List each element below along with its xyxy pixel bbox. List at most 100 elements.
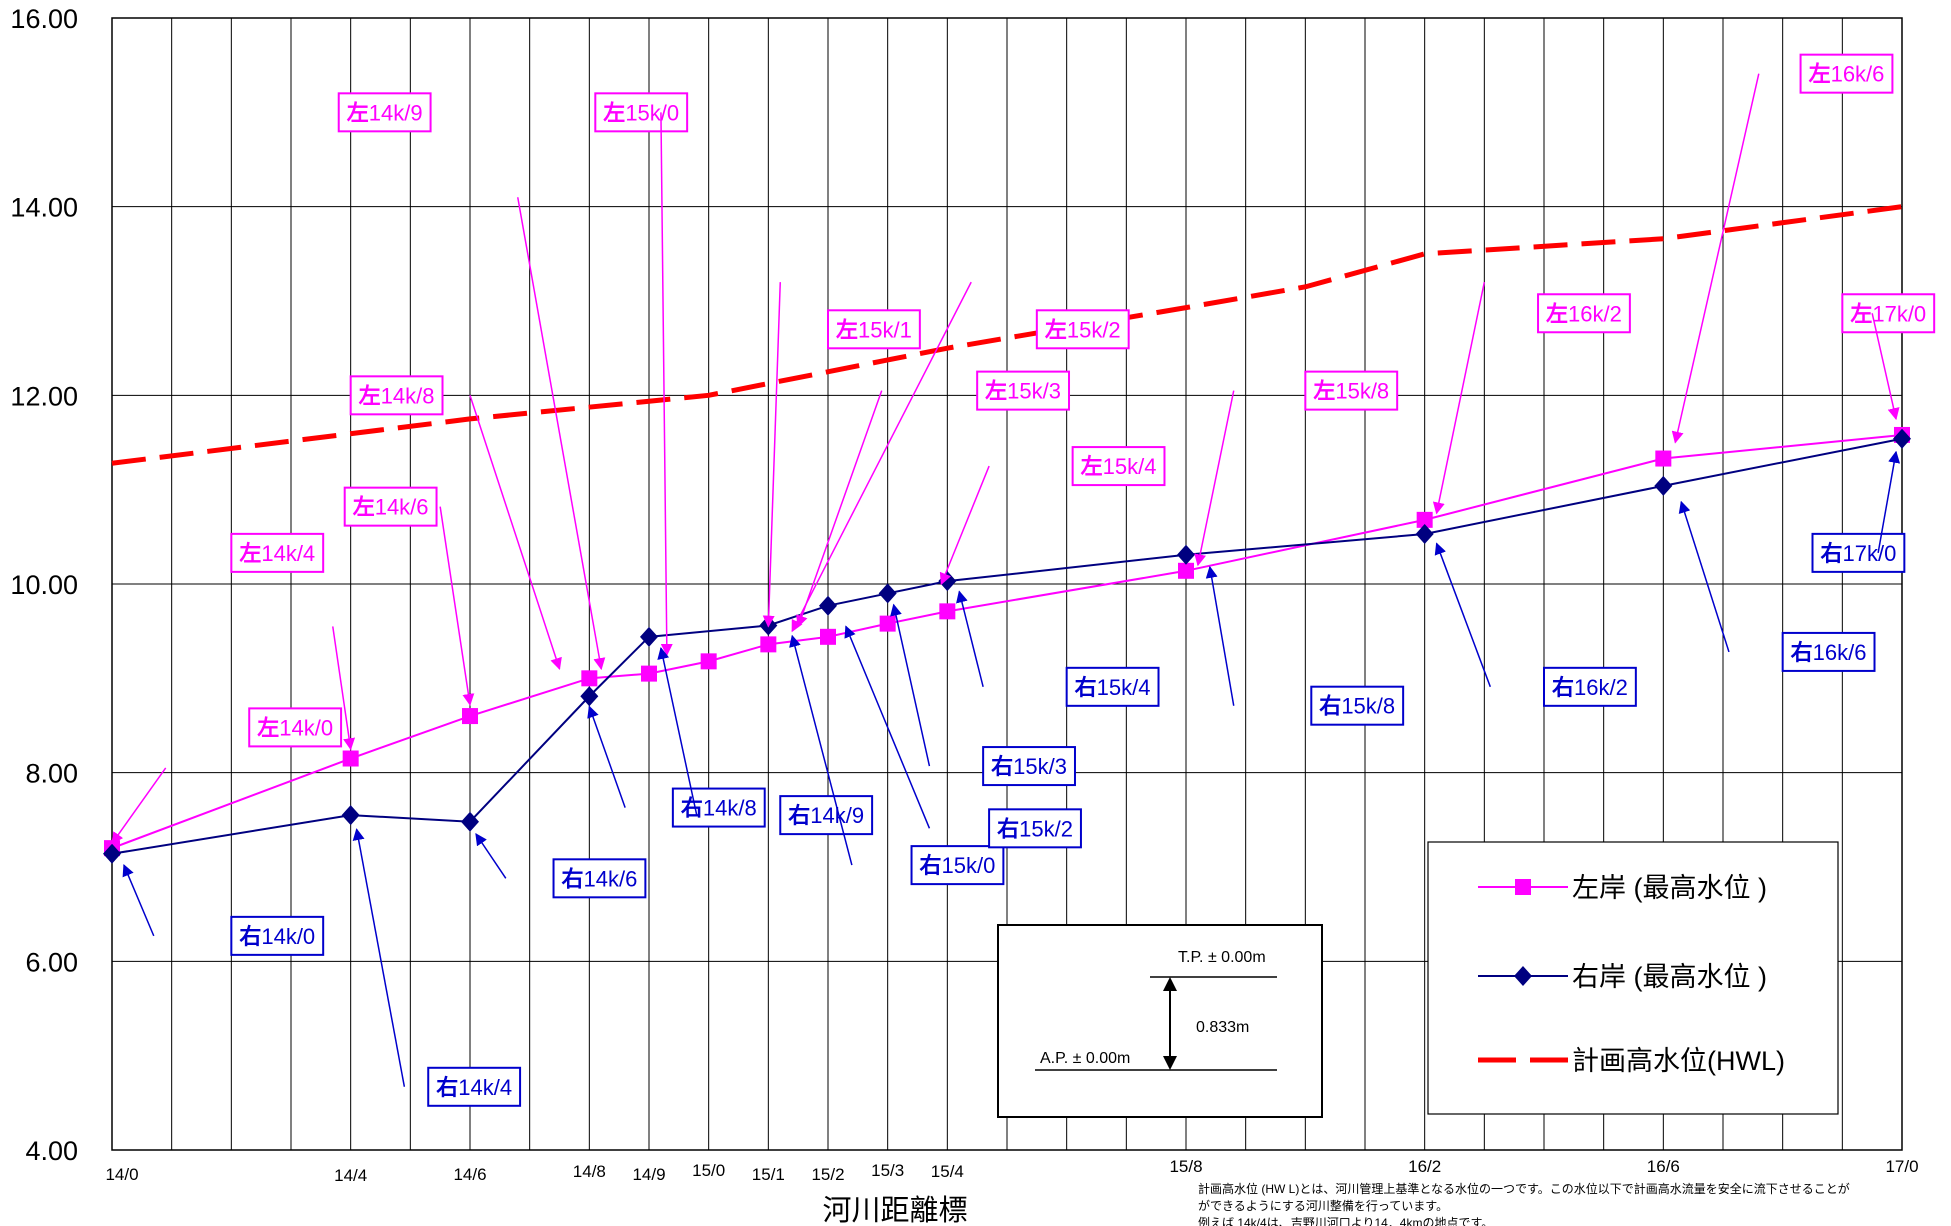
callout-station: 15k/8 [1335,379,1389,404]
callout-bank-prefix: 右 [1552,675,1574,700]
data-point-right [819,595,837,616]
callout-station: 14k/4 [261,541,315,566]
x-tick-label: 17/0 [1885,1157,1918,1176]
callout-arrow [516,197,606,671]
callout-arrow [1432,281,1486,515]
callout-box [1537,293,1631,334]
x-tick-label: 14/6 [453,1165,486,1184]
callout-arrow [762,282,782,628]
callout-label: 右15k/0 [920,853,996,878]
callout-arrow [789,634,853,866]
callout-station: 14k/6 [375,495,429,520]
data-point-right [580,686,599,707]
callout-arrow [122,864,155,937]
callout-station: 16k/2 [1574,675,1628,700]
callout-label: 左15k/4 [1081,454,1157,479]
callout-arrow [1434,542,1492,688]
callout-bank-prefix: 右 [1319,694,1341,719]
callout-box [1841,293,1936,334]
callout-station: 15k/8 [1341,694,1395,719]
x-tick-label: 15/8 [1169,1157,1202,1176]
callout-label: 右15k/8 [1319,694,1395,719]
data-point-left [641,665,657,682]
y-tick-label: 16.00 [10,4,78,34]
callout-bank-prefix: 右 [562,866,584,891]
x-tick-label: 14/9 [632,1165,665,1184]
x-tick-label: 15/4 [931,1162,964,1181]
callout-label: 右15k/3 [991,754,1067,779]
callout-arrow [939,465,990,586]
callout-label: 右14k/8 [681,796,757,821]
callout-arrow [657,646,698,816]
callout-arrow [332,626,356,751]
callout-label: 左14k/8 [359,383,435,408]
callout-box [910,845,1005,886]
callout-arrow [111,767,167,845]
callout-box [779,795,874,836]
callout-bank-prefix: 左 [836,317,858,342]
footnote-line: 例えば 14k/4は、吉野川河口より14．4kmの地点です。 [1198,1216,1493,1226]
data-point-right [640,626,658,647]
callout-arrow [469,395,562,671]
callout-bank-prefix: 左 [257,715,279,740]
data-point-left [581,670,598,687]
callout-box [1035,309,1130,350]
callout-box [1811,532,1906,573]
data-point-left [939,603,956,620]
data-point-right [1893,428,1911,449]
callout-box [1310,685,1405,726]
callout-bank-prefix: 左 [1045,317,1067,342]
data-point-left [1416,511,1433,528]
data-point-left [700,653,717,670]
callout-label: 右14k/6 [562,866,638,891]
callout-station: 16k/2 [1568,301,1622,326]
callout-bank-prefix: 右 [1075,675,1097,700]
legend: 左岸 (最高水位 ) 右岸 (最高水位 ) 計画高水位(HWL) [1427,841,1839,1115]
callout-bank-prefix: 左 [353,495,375,520]
legend-swatch-marker [1515,879,1531,895]
callout-station: 17k/0 [1872,301,1926,326]
callout-station: 15k/0 [625,100,679,125]
callout-arrow [1194,390,1235,567]
x-axis-title: 河川距離標 [822,1194,967,1226]
callout-label: 左16k/6 [1809,62,1885,87]
data-point-left [1178,562,1194,579]
callout-box [1781,631,1876,672]
y-tick-label: 14.00 [10,193,78,223]
x-tick-label: 16/2 [1408,1157,1441,1176]
callout-bank-prefix: 右 [1821,541,1843,566]
callout-bank-prefix: 右 [681,796,703,821]
callout-box [1799,53,1894,94]
data-point-right [103,843,121,864]
datum-arrow-down [1163,1056,1177,1070]
callout-station: 15k/3 [1013,754,1067,779]
x-tick-label: 15/2 [811,1165,844,1184]
x-tick-label: 15/3 [871,1161,904,1180]
callout-bank-prefix: 左 [347,100,369,125]
callout-bank-prefix: 左 [1809,62,1831,87]
callout-station: 15k/2 [1019,816,1073,841]
callout-box [982,746,1076,787]
callout-label: 右14k/0 [239,924,315,949]
callout-label: 左15k/2 [1045,317,1121,342]
data-point-right [341,805,360,826]
callout-station: 14k/6 [584,866,638,891]
callout-arrow [587,705,626,808]
callout-station: 17k/0 [1843,541,1897,566]
callout-label: 右16k/2 [1552,675,1628,700]
x-tick-label: 14/0 [105,1165,138,1184]
legend-label: 右岸 (最高水位 ) [1572,962,1767,992]
data-point-left [1655,450,1672,467]
data-point-right [1177,544,1195,565]
callout-label: 右16k/6 [1791,640,1867,665]
callout-station: 15k/2 [1067,317,1121,342]
callout-box [230,915,325,956]
callout-arrow [1671,73,1760,444]
footnote-line: 計画高水位 (HW L)とは、河川管理上基準となる水位の一つです。この水位以下で… [1198,1181,1850,1196]
callout-box [343,486,438,527]
legend-label: 左岸 (最高水位 ) [1572,873,1767,903]
callout-box [248,707,343,748]
callout-box [1065,666,1160,707]
